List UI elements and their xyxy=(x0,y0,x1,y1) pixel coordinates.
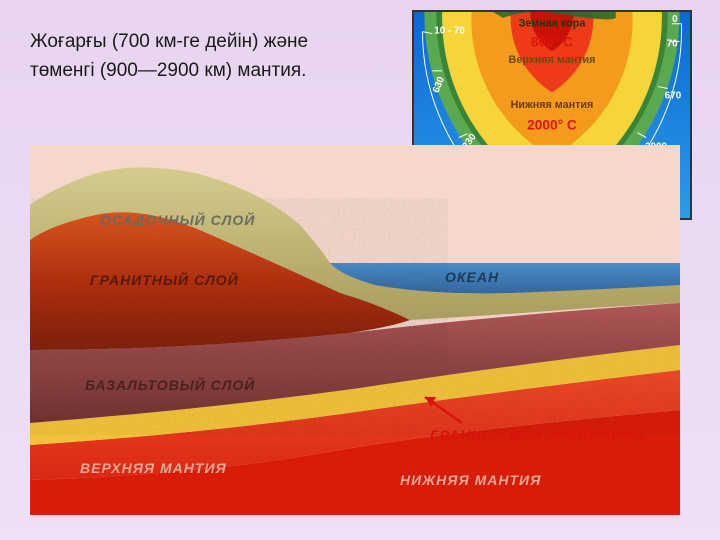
wedge-right-tick-1: 70 xyxy=(667,38,678,49)
wedge-right-tick-0: 0 xyxy=(672,14,678,25)
wedge-temp-2000: 2000° C xyxy=(527,118,577,133)
wedge-right-tick-2: 670 xyxy=(665,90,682,101)
wedge-label-lower-mantle: Нижняя мантия xyxy=(511,99,594,111)
wedge-temp-800: 800° C xyxy=(531,34,573,49)
wedge-label-upper-mantle: Верхняя мантия xyxy=(509,54,596,66)
wedge-left-tick-0: 10 - 70 xyxy=(434,26,465,37)
cs-label-ocean: ОКЕАН xyxy=(445,269,499,285)
cs-label-basalt: БАЗАЛЬТОВЫЙ СЛОЙ xyxy=(85,376,255,393)
cs-label-granite: ГРАНИТНЫЙ СЛОЙ xyxy=(90,271,239,288)
crust-cross-section: ОСАДОЧНЫЙ СЛОЙ ГРАНИТНЫЙ СЛОЙ ОКЕАН БАЗА… xyxy=(30,145,680,515)
cs-label-sediment: ОСАДОЧНЫЙ СЛОЙ xyxy=(100,211,255,228)
cs-label-lower-mantle: НИЖНЯЯ МАНТИЯ xyxy=(400,472,541,488)
wedge-label-crust: Земная кора xyxy=(519,18,587,30)
cs-label-upper-mantle: ВЕРХНЯЯ МАНТИЯ xyxy=(80,460,227,476)
cs-label-moho: ГРАНИЦА МОХОРОВИЧИЧА xyxy=(430,427,644,443)
page-caption: Жоғарғы (700 км-ге дейін) және төменгі (… xyxy=(30,28,330,85)
